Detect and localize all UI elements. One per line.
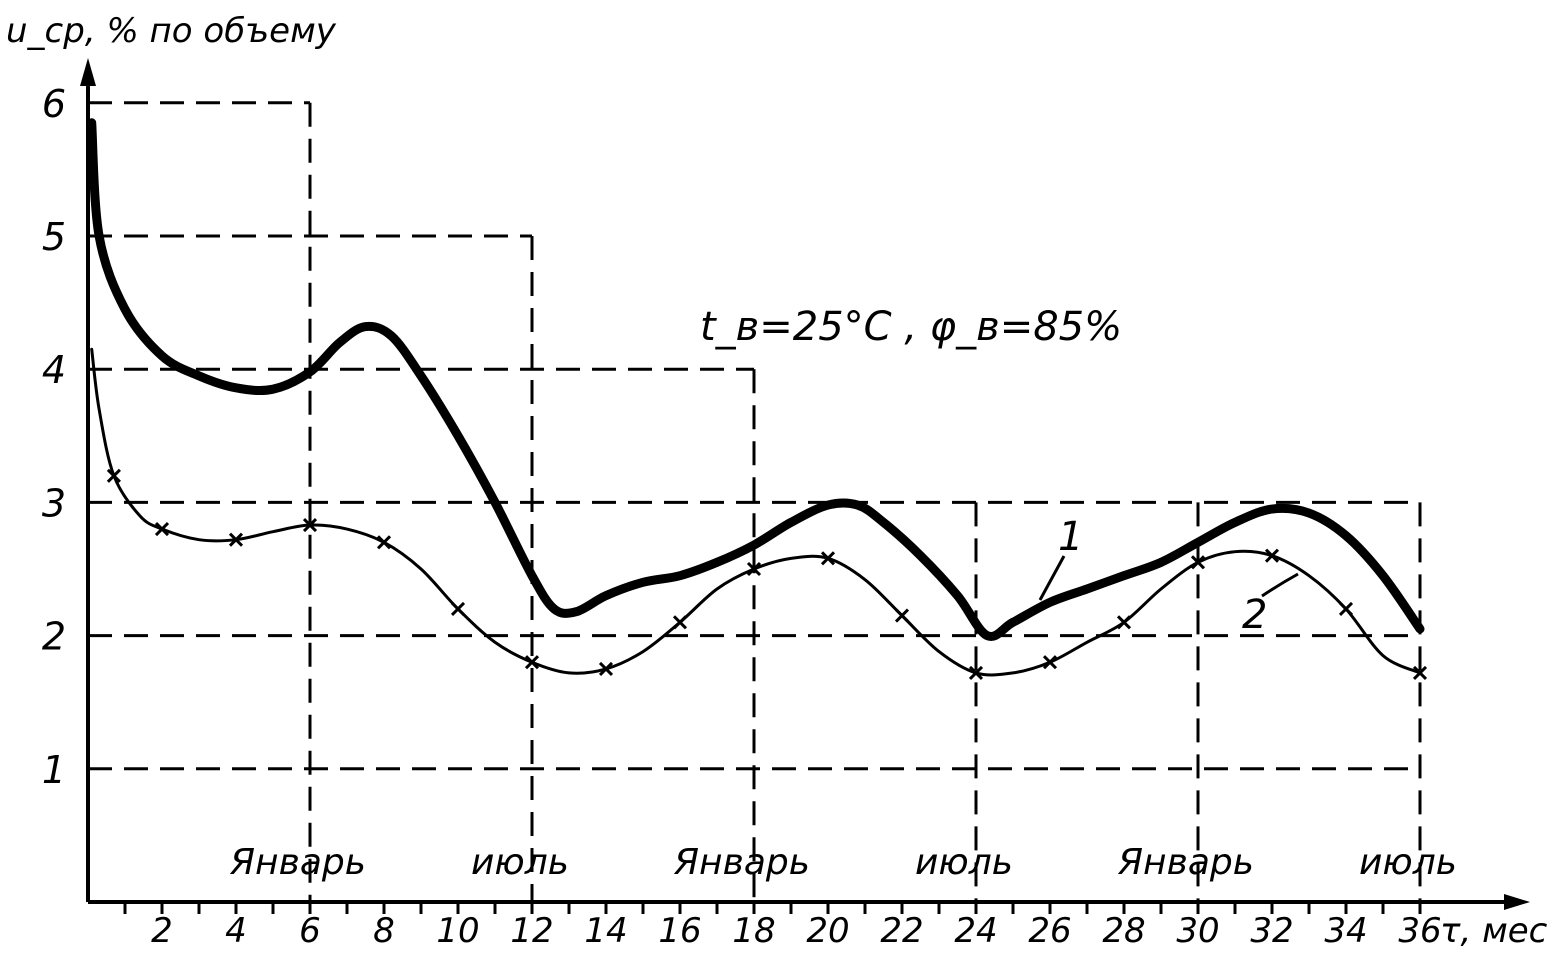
series-layer (87, 118, 1428, 680)
series-1-leader (1038, 555, 1066, 601)
x-axis-title: τ, мес (1440, 911, 1548, 951)
series-2-point (1042, 655, 1058, 670)
x-tick-label: 24 (954, 911, 997, 951)
series-2-point (1338, 601, 1354, 617)
x-tick-label: 18 (732, 911, 775, 951)
series-2-point (968, 665, 984, 680)
y-axis-arrow (80, 58, 96, 86)
series-2-point (894, 608, 910, 623)
series-1-line (87, 118, 1425, 642)
x-tick-label: 8 (373, 911, 395, 951)
y-tick-label: 6 (42, 82, 66, 126)
x-tick-label: 10 (436, 911, 479, 951)
month-label: Январь (229, 842, 366, 883)
x-tick-label: 16 (658, 911, 701, 951)
x-tick-label: 32 (1250, 911, 1293, 951)
x-tick-label: 36 (1398, 911, 1441, 951)
x-tick-label: 34 (1324, 911, 1367, 951)
y-tick-label: 3 (42, 481, 66, 525)
series-2-point (106, 468, 121, 483)
series-1-label: 1 (1058, 514, 1083, 560)
series-2-point (1190, 555, 1206, 570)
x-tick-label: 12 (510, 911, 553, 951)
series-2-point (1116, 615, 1132, 630)
y-tick-label: 4 (42, 348, 66, 392)
series-2-point (376, 535, 392, 550)
series-2-line (90, 347, 1422, 677)
x-tick-label: 30 (1176, 911, 1219, 951)
series-2-point (1412, 665, 1428, 680)
x-tick-label: 28 (1102, 911, 1145, 951)
month-label: июль (1359, 842, 1457, 883)
series-2-point (228, 532, 244, 547)
month-label: Январь (673, 842, 810, 883)
text-layer: u_cp, % по объему τ, мес t_в=25°C , φ_в=… (6, 11, 1548, 951)
series-2-label: 2 (1242, 592, 1267, 638)
x-tick-label: 6 (299, 911, 321, 951)
series-2-point (450, 601, 466, 617)
month-label: июль (471, 842, 569, 883)
y-tick-label: 1 (42, 748, 66, 792)
axes-layer (80, 58, 1530, 914)
series-2-point (524, 655, 540, 670)
x-tick-label: 26 (1028, 911, 1071, 951)
series-2-point (154, 521, 170, 537)
y-tick-label: 2 (42, 615, 66, 659)
series-2-point (820, 551, 836, 566)
x-tick-label: 20 (806, 911, 849, 951)
conditions-annotation: t_в=25°C , φ_в=85% (700, 304, 1122, 350)
x-tick-label: 2 (151, 911, 173, 951)
x-tick-label: 14 (584, 911, 627, 951)
series-2-leader (1261, 572, 1299, 598)
x-tick-label: 22 (880, 911, 923, 951)
series-2-point (1264, 548, 1280, 563)
x-axis-arrow (1504, 894, 1530, 910)
y-axis-title: u_cp, % по объему (6, 11, 337, 51)
series-2-point (302, 517, 318, 533)
grid-layer (88, 101, 1422, 902)
series-2-point (598, 661, 614, 676)
y-tick-label: 5 (42, 215, 66, 259)
x-tick-label: 4 (225, 911, 247, 951)
month-label: июль (915, 842, 1013, 883)
series-2-point (672, 615, 688, 630)
month-label: Январь (1117, 842, 1254, 883)
series-2-point (746, 561, 762, 577)
